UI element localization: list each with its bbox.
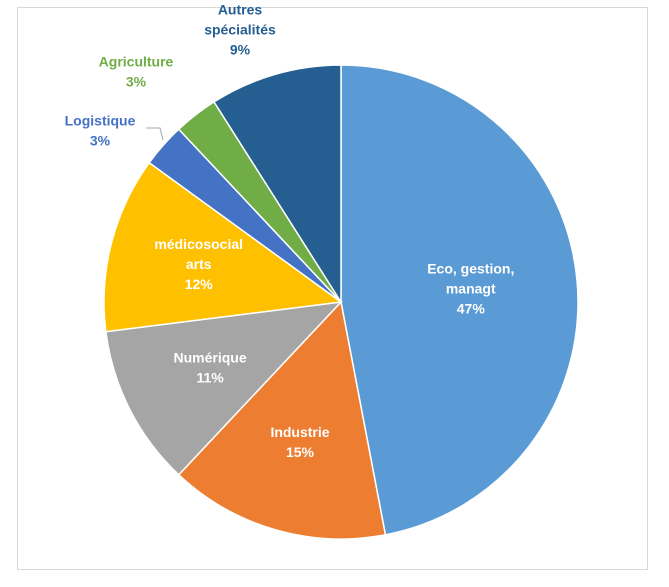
pie-slice-3 xyxy=(103,161,343,333)
slice-label-3-line-1: arts xyxy=(186,256,212,272)
slice-label-0-line-1: managt xyxy=(446,280,496,296)
slice-label-4-line-1: 3% xyxy=(90,133,111,149)
leader-line-4 xyxy=(146,127,164,141)
slice-label-4-line-0: Logistique xyxy=(65,113,136,129)
pie-slice-2 xyxy=(105,300,343,476)
slice-label-3-line-0: médicosocial xyxy=(154,236,243,252)
slice-label-6-line-1: spécialités xyxy=(204,22,276,38)
slice-label-5-line-0: Agriculture xyxy=(99,54,174,70)
slice-label-5-line-1: 3% xyxy=(126,74,147,90)
pie-slice-0 xyxy=(340,64,579,536)
slice-label-6-line-2: 9% xyxy=(230,42,251,58)
slice-label-1-line-0: Industrie xyxy=(270,424,329,440)
pie-slice-1 xyxy=(177,300,387,540)
slice-label-0-line-2: 47% xyxy=(457,300,486,316)
slice-label-0-line-0: Eco, gestion, xyxy=(427,260,514,276)
slice-label-2-line-0: Numérique xyxy=(174,349,247,365)
slice-label-1-line-1: 15% xyxy=(286,444,315,460)
slice-label-3-line-2: 12% xyxy=(185,276,214,292)
pie-slice-6 xyxy=(212,64,342,305)
slice-label-2-line-1: 11% xyxy=(196,369,224,385)
slice-label-6-line-0: Autres xyxy=(218,2,263,18)
